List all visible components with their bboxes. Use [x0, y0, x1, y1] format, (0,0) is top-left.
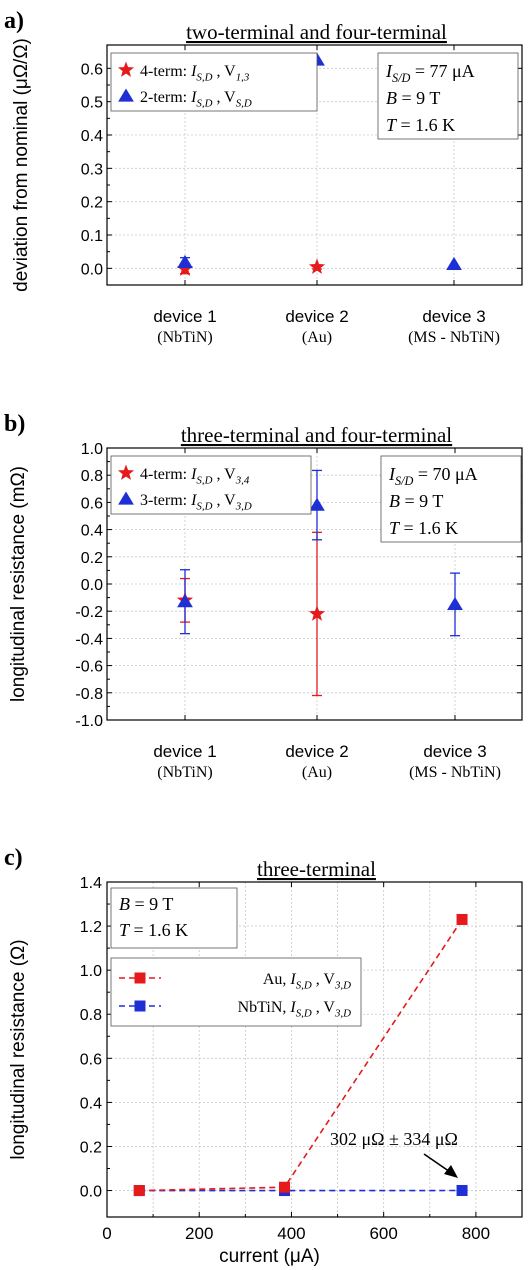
ytick-label: 0.6: [80, 1051, 102, 1068]
data-point-square: [456, 913, 468, 925]
category-label: device 1: [153, 742, 216, 761]
panel-letter: c): [4, 845, 23, 871]
data-point-star: [308, 605, 326, 621]
panel-b: -1.0 -0.8 -0.6 -0.4 -0.2 0.0 0.2 0.4 0.6 0.8 1.0 de…: [4, 411, 523, 781]
info-line: IS/D = 70 μA: [388, 464, 478, 488]
panel-title: three-terminal: [257, 857, 376, 881]
info-line: B = 9 T: [386, 88, 440, 108]
data-point-triangle: [177, 254, 193, 268]
category-label: device 1: [153, 307, 216, 326]
legend-label: 3-term: IS,D , V3,D: [140, 492, 252, 512]
plot-frame: [106, 881, 523, 1218]
ytick-label: 0.3: [81, 161, 103, 178]
ytick-label: 0.2: [80, 1139, 102, 1156]
info-line: T = 1.6 K: [386, 115, 455, 135]
xtick-label: 400: [277, 1224, 305, 1243]
xtick-label: 800: [462, 1224, 490, 1243]
info-line: T = 1.6 K: [389, 518, 458, 538]
y-axis-label: longitudinal resistance (mΩ): [8, 466, 29, 702]
data-point-triangle: [446, 256, 462, 270]
legend-box: [110, 52, 318, 112]
legend-label: 2-term: IS,D , VS,D: [140, 89, 252, 109]
category-sublabel: (MS - NbTiN): [408, 329, 500, 346]
data-point-square: [456, 1184, 468, 1196]
info-line: T = 1.6 K: [119, 920, 188, 940]
data-point-triangle: [177, 594, 193, 608]
ytick-label: 0.4: [81, 523, 103, 540]
info-box: [377, 52, 519, 140]
legend-square-icon: [134, 972, 146, 984]
panel-title: two-terminal and four-terminal: [186, 20, 447, 44]
data-point-square: [279, 1181, 291, 1193]
ytick-label: 0.5: [81, 95, 103, 112]
legend-star-icon: [117, 464, 135, 480]
legend-box: [110, 957, 362, 1027]
y-axis-label: deviation from nominal (μΩ/Ω): [11, 38, 32, 292]
plot-frame: [106, 44, 523, 286]
info-line: B = 9 T: [119, 894, 173, 914]
xtick-label: 0: [102, 1224, 111, 1243]
ytick-label: 0.1: [81, 228, 103, 245]
data-point-triangle: [309, 497, 325, 511]
xtick-label: 600: [369, 1224, 397, 1243]
legend-triangle-icon: [118, 491, 134, 505]
ytick-label: 0.0: [81, 261, 103, 278]
category-sublabel: (Au): [302, 764, 332, 781]
annotation-text: 302 μΩ ± 334 μΩ: [330, 1129, 458, 1149]
data-point-triangle: [447, 596, 463, 611]
ytick-label: -0.4: [75, 631, 103, 648]
category-sublabel: (NbTiN): [157, 764, 212, 781]
legend-box: [110, 455, 312, 515]
ytick-label: 0.8: [80, 1007, 102, 1024]
ytick-label: 0.2: [81, 195, 103, 212]
category-label: device 2: [285, 307, 348, 326]
ytick-label: 0.0: [81, 577, 103, 594]
ytick-label: 0.4: [80, 1095, 102, 1112]
ytick-label: -0.6: [75, 659, 103, 676]
ytick-label: 0.0: [80, 1184, 102, 1201]
panel-title: three-terminal and four-terminal: [181, 423, 452, 447]
x-axis-label: current (μA): [219, 1246, 320, 1267]
panel-a: 0.0 0.1 0.2 0.3 0.4 0.5 0.6 device 1 (NbTiN) devi…: [4, 8, 523, 346]
category-sublabel: (NbTiN): [157, 329, 212, 346]
category-label: device 3: [423, 742, 486, 761]
legend-star-icon: [117, 61, 135, 77]
info-line: IS/D = 77 μA: [385, 61, 475, 85]
data-point-square: [133, 1185, 145, 1197]
legend-square-icon: [134, 1000, 146, 1012]
ytick-label: -1.0: [75, 713, 103, 730]
legend-label: 4-term: IS,D , V3,4: [140, 466, 250, 486]
xtick-label: 200: [185, 1224, 213, 1243]
ytick-label: 0.6: [81, 495, 103, 512]
ytick-label: -0.8: [75, 686, 103, 703]
data-point-star: [308, 258, 326, 274]
ytick-label: 1.0: [80, 963, 102, 980]
panel-c: 0.0 0.2 0.4 0.6 0.8 1.0 1.2 1.4 0 200 400 600 800 c) t…: [4, 845, 523, 1267]
info-box: [110, 887, 238, 949]
ytick-label: 1.0: [81, 441, 103, 458]
category-sublabel: (MS - NbTiN): [409, 764, 501, 781]
panel-letter: a): [4, 8, 24, 34]
ytick-label: 1.4: [80, 875, 102, 892]
legend-triangle-icon: [118, 88, 134, 102]
legend-label: 4-term: IS,D , V1,3: [140, 63, 250, 83]
ytick-label: 0.4: [81, 128, 103, 145]
annotation-arrow-head: [444, 1165, 458, 1178]
info-box: [380, 455, 522, 543]
category-label: device 3: [422, 307, 485, 326]
ytick-label: 0.8: [81, 468, 103, 485]
category-sublabel: (Au): [302, 329, 332, 346]
data-point-star: [176, 260, 194, 276]
ytick-label: 0.2: [81, 550, 103, 567]
legend-label: Au, IS,D , V3,D: [263, 971, 351, 991]
y-axis-label: longitudinal resistance (Ω): [8, 939, 29, 1159]
info-line: B = 9 T: [389, 491, 443, 511]
ytick-label: -0.2: [75, 604, 103, 621]
ytick-label: 1.2: [80, 919, 102, 936]
legend-label: NbTiN, IS,D , V3,D: [238, 999, 352, 1019]
ytick-label: 0.6: [81, 61, 103, 78]
panel-letter: b): [4, 411, 25, 437]
category-label: device 2: [285, 742, 348, 761]
